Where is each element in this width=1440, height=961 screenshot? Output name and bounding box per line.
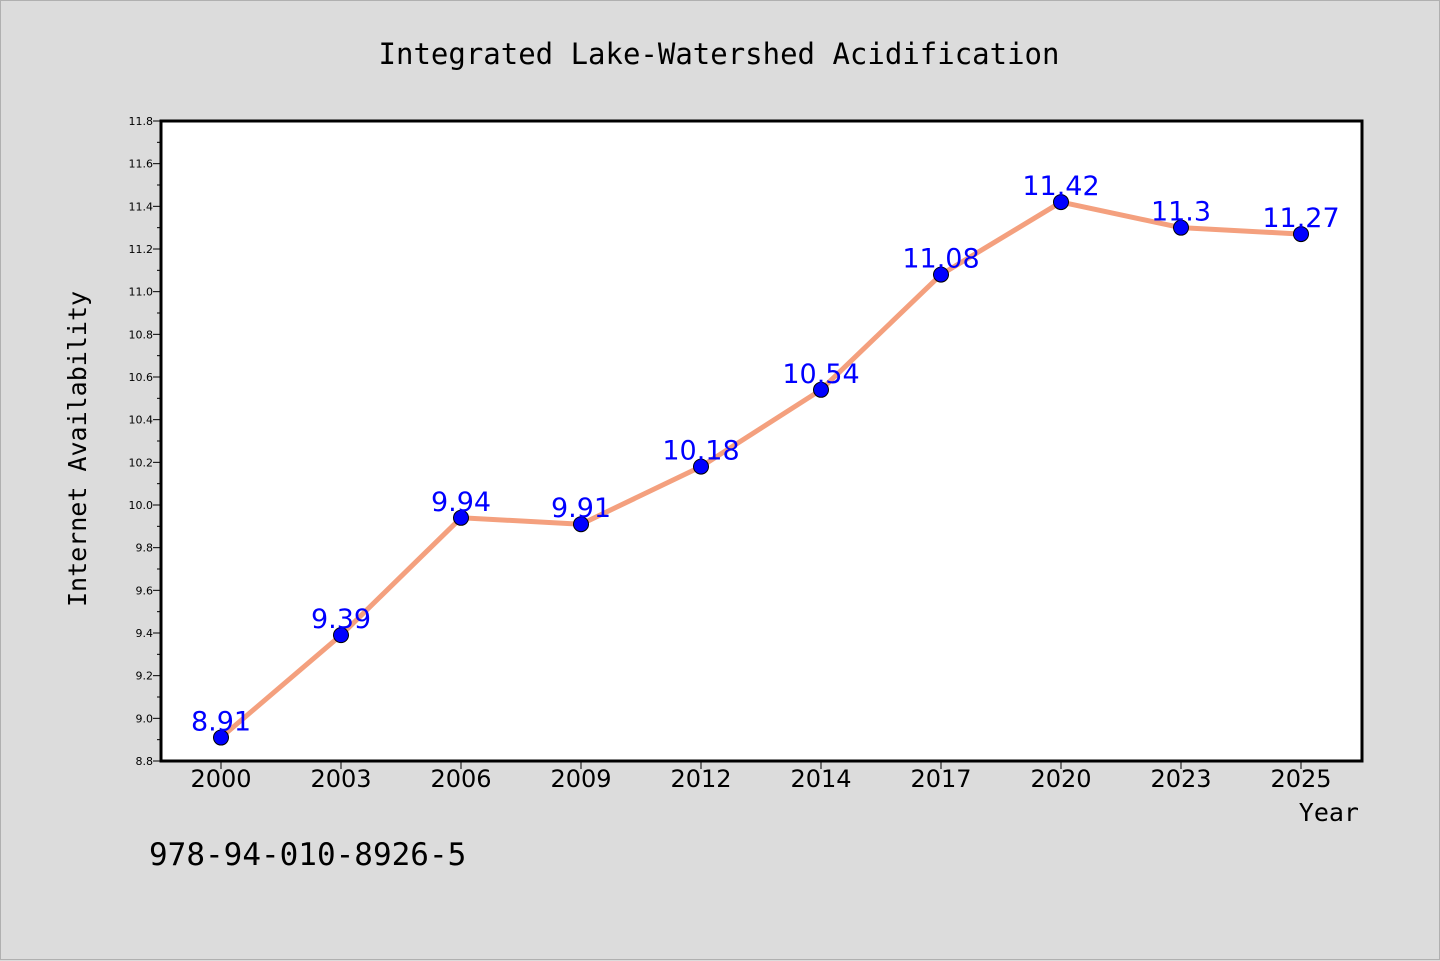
data-point [693,458,709,475]
data-label: 8.91 [191,707,251,738]
y-tick-label: 10.8 [129,328,154,341]
y-tick-label: 11.4 [129,200,154,213]
x-tick-label: 2000 [190,765,251,793]
y-tick-label: 9.2 [136,670,154,683]
x-tick-label: 2012 [670,765,731,793]
y-tick-label: 9.0 [136,712,154,725]
y-tick-label: 10.4 [129,414,154,427]
x-axis: 2000 2003 2006 2009 2012 2014 2017 2020 2023 2025 [190,761,1332,793]
data-label: 11.27 [1262,203,1339,234]
y-tick-label: 9.6 [136,584,154,597]
y-tick-label: 11.2 [129,243,154,256]
data-point [933,266,949,283]
y-tick-label: 11.0 [129,286,154,299]
data-label: 9.94 [431,487,491,518]
x-tick-label: 2006 [430,765,491,793]
data-point [333,627,349,644]
data-label: 9.91 [551,493,611,524]
chart-title: Integrated Lake-Watershed Acidification [379,37,1060,71]
data-point [1293,226,1309,243]
series-layer: 8.91 9.39 9.94 9.91 10.18 10.54 11.08 11.42 11.3… [191,171,1340,746]
x-tick-label: 2003 [310,765,371,793]
y-tick-label: 11.6 [129,158,154,171]
y-tick-label: 10.2 [129,456,154,469]
data-label: 11.42 [1022,171,1099,202]
x-axis-label: Year [1299,798,1359,827]
y-tick-label: 9.4 [136,627,154,640]
y-tick-label: 10.0 [129,499,154,512]
plot-area [159,119,1364,763]
series-line [218,199,1304,741]
x-tick-label: 2009 [550,765,611,793]
y-axis-label: Internet Availability [63,291,92,607]
y-tick-label: 9.8 [136,542,154,555]
data-label: 9.39 [311,604,371,635]
x-tick-label: 2025 [1270,765,1331,793]
data-point [213,729,229,746]
y-axis: 8.8 9.0 9.2 9.4 9.6 9.8 10.0 10.2 10.4 10.6 10.8 11… [129,115,161,768]
data-label: 11.08 [902,244,979,275]
isbn-label: 978-94-010-8926-5 [149,837,466,873]
y-tick-label: 11.8 [129,115,154,128]
x-tick-label: 2023 [1150,765,1211,793]
data-point [1053,194,1069,211]
data-label: 11.3 [1151,197,1211,228]
x-tick-label: 2017 [910,765,971,793]
data-point [1173,219,1189,236]
data-point [453,509,469,526]
data-point [573,516,589,533]
data-label: 10.54 [782,359,859,390]
x-tick-label: 2020 [1030,765,1091,793]
y-tick-label: 8.8 [136,755,154,768]
data-point [813,381,829,398]
y-tick-label: 10.6 [129,371,154,384]
data-label: 10.18 [662,436,739,467]
x-tick-label: 2014 [790,765,851,793]
